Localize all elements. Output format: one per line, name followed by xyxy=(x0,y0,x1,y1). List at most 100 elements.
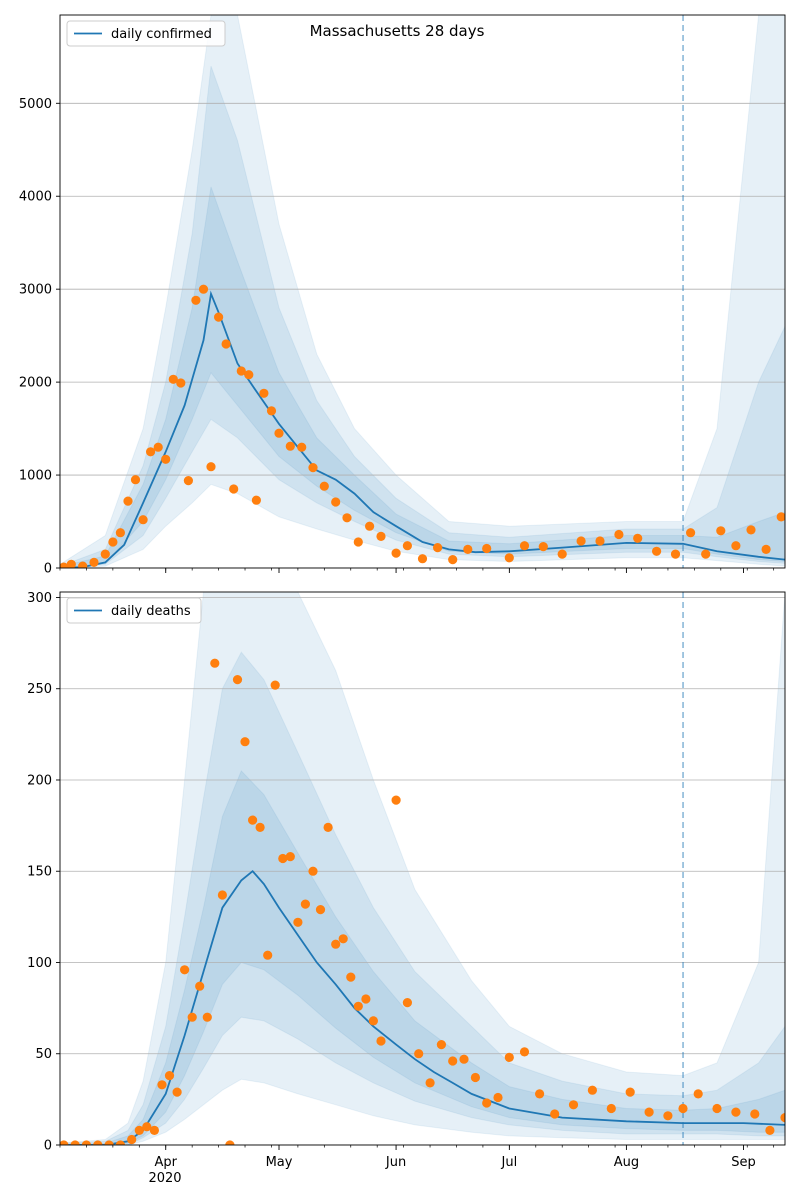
confirmed-data-point xyxy=(463,544,473,555)
confirmed-legend-box xyxy=(66,20,226,47)
confirmed-data-point xyxy=(652,546,662,556)
confirmed-data-point xyxy=(365,521,375,531)
confirmed-legend-label: daily confirmed xyxy=(111,27,212,42)
deaths-panel: 0 50 100 150 200 250 300 Apr May Jun Jul Aug Sep dail… xyxy=(27,591,786,1170)
deaths-plot-area xyxy=(60,592,785,1145)
deaths-data-point xyxy=(693,1089,703,1099)
deaths-data-point xyxy=(157,1080,167,1090)
deaths-data-point xyxy=(331,939,341,949)
confirmed-data-point xyxy=(78,561,88,568)
confirmed-data-point xyxy=(776,512,785,522)
deaths-data-point xyxy=(278,853,288,864)
confirmed-data-point xyxy=(308,463,318,473)
confirmed-data-point xyxy=(614,529,624,540)
confirmed-data-point xyxy=(417,554,428,564)
confirmed-data-point xyxy=(221,339,231,349)
confirmed-y-tick-label: 0 xyxy=(44,562,52,577)
confirmed-data-point xyxy=(161,454,171,464)
deaths-data-point xyxy=(232,675,243,685)
confirmed-data-point xyxy=(138,515,148,525)
deaths-data-point xyxy=(180,965,190,975)
confirmed-y-tick-label: 1000 xyxy=(19,469,52,484)
confirmed-data-point xyxy=(123,496,133,506)
deaths-data-point xyxy=(270,680,280,690)
deaths-y-tick-label: 300 xyxy=(27,591,52,606)
confirmed-data-point xyxy=(66,559,76,568)
deaths-data-point xyxy=(149,1125,159,1135)
deaths-data-point xyxy=(493,1092,503,1103)
confirmed-data-point xyxy=(716,526,726,536)
deaths-data-point xyxy=(368,1016,378,1026)
deaths-data-point xyxy=(285,852,295,862)
confirmed-data-point xyxy=(670,549,681,559)
confirmed-y-tick-label: 3000 xyxy=(19,283,52,298)
x-axis-year-label: 2020 xyxy=(148,1171,181,1186)
deaths-data-point xyxy=(402,998,412,1008)
confirmed-data-point xyxy=(168,374,178,384)
confirmed-data-point xyxy=(402,541,412,551)
deaths-data-point xyxy=(625,1087,635,1097)
deaths-data-point xyxy=(414,1049,424,1059)
confirmed-data-point xyxy=(214,312,224,322)
deaths-data-point xyxy=(70,1140,80,1145)
deaths-data-point xyxy=(210,658,220,668)
deaths-data-point xyxy=(60,1140,69,1145)
x-tick-label: Apr xyxy=(154,1155,177,1170)
deaths-data-point xyxy=(448,1056,458,1066)
x-tick-label: Jun xyxy=(385,1155,406,1170)
confirmed-data-point xyxy=(130,475,141,485)
confirmed-data-point xyxy=(274,428,284,438)
deaths-data-point xyxy=(644,1107,654,1117)
deaths-data-point xyxy=(731,1107,741,1117)
deaths-data-point xyxy=(164,1071,175,1081)
deaths-data-point xyxy=(240,737,250,747)
confirmed-data-point xyxy=(236,366,246,376)
deaths-data-point xyxy=(482,1098,492,1108)
deaths-data-point xyxy=(248,815,258,825)
deaths-data-point xyxy=(606,1103,616,1114)
x-tick-label: May xyxy=(266,1155,293,1170)
deaths-data-point xyxy=(712,1103,722,1114)
deaths-band-middle xyxy=(60,651,785,1145)
deaths-data-point xyxy=(391,795,401,805)
deaths-data-point xyxy=(750,1109,760,1119)
confirmed-band-outer xyxy=(60,15,785,568)
confirmed-data-point xyxy=(266,406,277,416)
deaths-data-point xyxy=(678,1103,688,1114)
deaths-legend-box xyxy=(66,597,202,624)
deaths-data-point xyxy=(293,917,303,927)
confirmed-data-point xyxy=(504,553,514,563)
confirmed-data-point xyxy=(297,442,307,452)
deaths-band-outer xyxy=(60,592,785,1145)
deaths-data-point xyxy=(202,1012,212,1022)
deaths-data-point xyxy=(780,1113,785,1123)
deaths-y-tick-label: 250 xyxy=(27,682,52,697)
deaths-data-point xyxy=(550,1109,560,1119)
deaths-legend-label: daily deaths xyxy=(111,604,191,619)
confirmed-data-point xyxy=(731,541,741,551)
deaths-data-point xyxy=(315,905,326,915)
chart-title: Massachusetts 28 days xyxy=(310,22,485,40)
deaths-model-line xyxy=(60,869,785,1145)
confirmed-data-point xyxy=(353,537,363,547)
deaths-data-point xyxy=(323,822,333,833)
x-tick-label: Sep xyxy=(731,1155,756,1170)
deaths-data-point xyxy=(187,1012,197,1022)
deaths-y-tick-label: 50 xyxy=(35,1047,52,1062)
deaths-data-point xyxy=(425,1078,435,1088)
confirmed-data-point xyxy=(198,284,209,294)
confirmed-data-point xyxy=(391,548,401,558)
deaths-band-inner xyxy=(60,769,785,1145)
deaths-data-point xyxy=(300,899,310,909)
confirmed-data-point xyxy=(115,528,125,538)
deaths-y-tick-label: 150 xyxy=(27,865,52,880)
confirmed-band-middle xyxy=(60,65,785,568)
deaths-data-point xyxy=(568,1100,579,1110)
deaths-data-point xyxy=(93,1140,103,1145)
deaths-data-point xyxy=(663,1111,673,1121)
confirmed-data-point xyxy=(633,533,643,543)
deaths-data-point xyxy=(765,1125,775,1135)
confirmed-data-point xyxy=(331,497,341,507)
